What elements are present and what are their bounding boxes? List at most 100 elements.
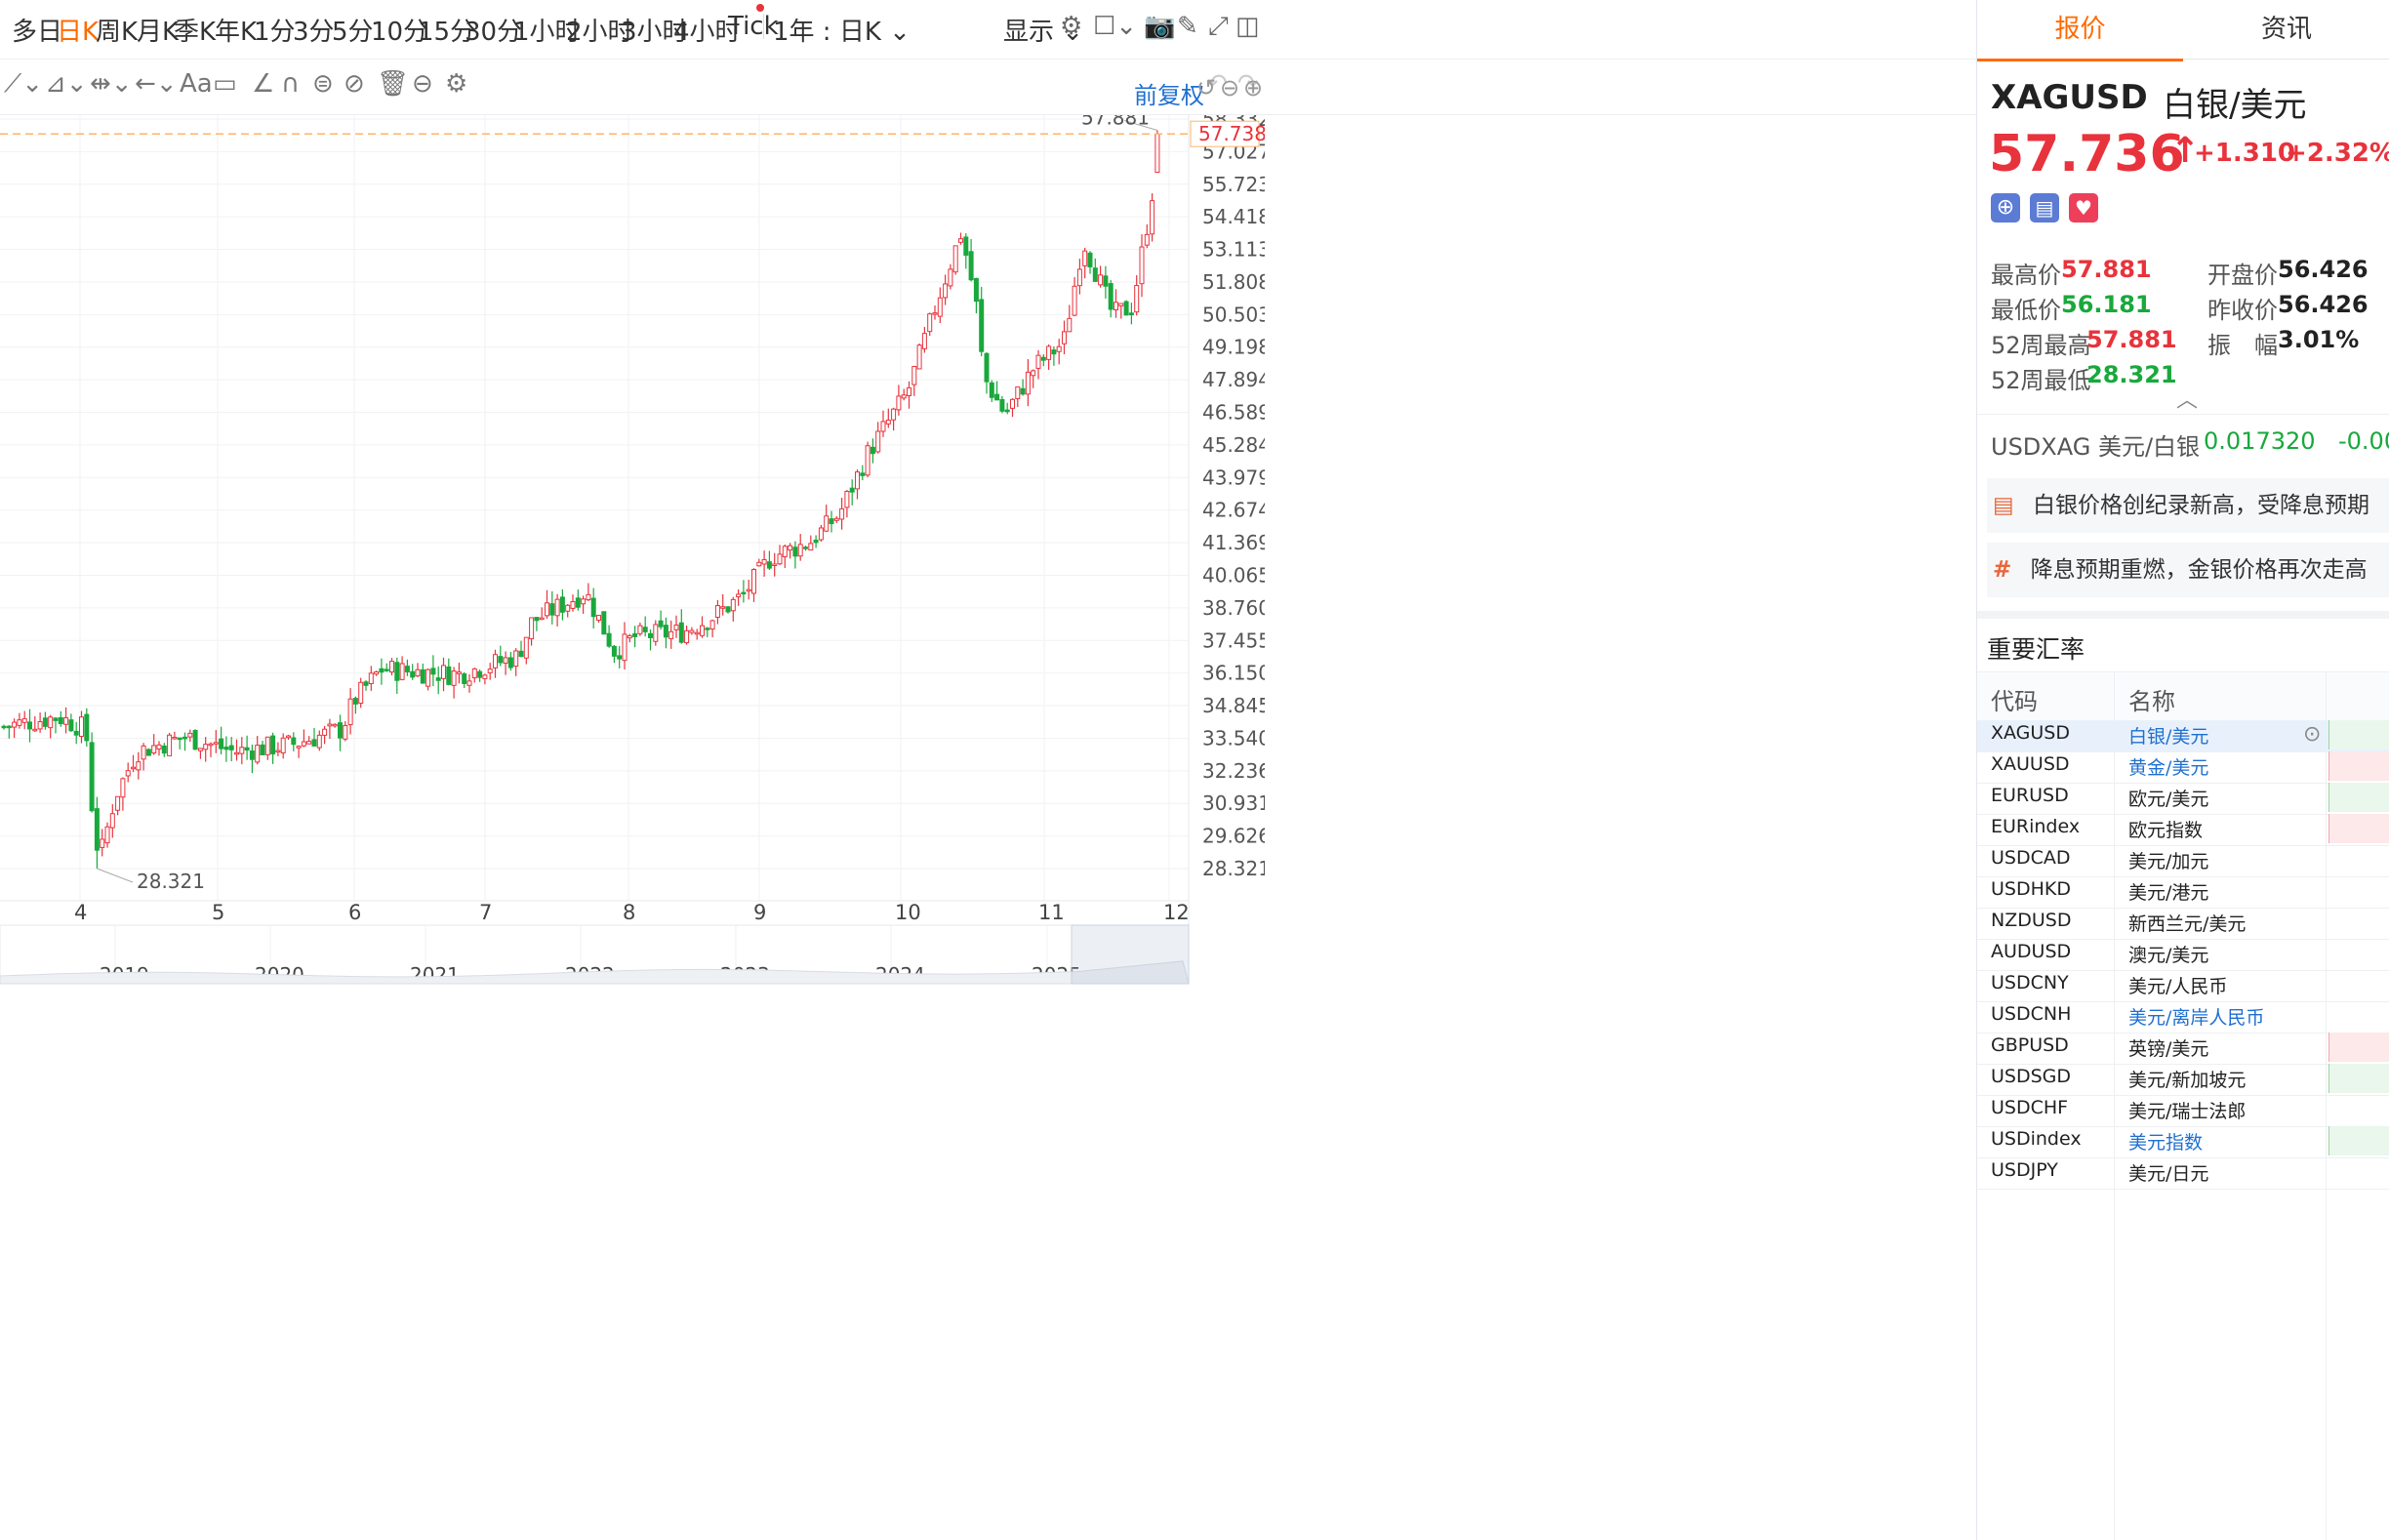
candle-body[interactable] — [632, 632, 638, 637]
period-tab-10[interactable]: 15分 — [418, 18, 476, 47]
magnet-icon[interactable]: ∩ — [281, 69, 301, 99]
candle-body[interactable] — [1128, 312, 1134, 316]
candle-body[interactable] — [545, 602, 549, 617]
rate-row[interactable]: USDSGD 美元/新加坡元 — [1977, 1064, 2389, 1096]
candle-body[interactable] — [255, 745, 261, 763]
rate-row[interactable]: USDCNY 美元/人民币 — [1977, 970, 2389, 1002]
candle-body[interactable] — [880, 421, 886, 432]
candle-body[interactable] — [529, 617, 535, 640]
candle-body[interactable] — [446, 666, 452, 685]
candle-body[interactable] — [1134, 285, 1140, 313]
candle-body[interactable] — [963, 236, 969, 256]
rate-row[interactable]: USDHKD 美元/港元 — [1977, 876, 2389, 909]
toolbar-settings-icon[interactable]: ⚙ — [445, 69, 468, 99]
candle-body[interactable] — [875, 430, 881, 453]
rate-row[interactable]: USDCNH 美元/离岸人民币 — [1977, 1001, 2389, 1033]
candle-body[interactable] — [937, 297, 943, 317]
candle-body[interactable] — [958, 238, 963, 243]
candle-body[interactable] — [1076, 268, 1082, 287]
tab-quote[interactable]: 报价 — [1977, 0, 2183, 61]
candle-body[interactable] — [736, 593, 742, 598]
candle-body[interactable] — [430, 668, 436, 675]
candle-body[interactable] — [1098, 274, 1104, 286]
candle-body[interactable] — [611, 645, 617, 657]
candle-body[interactable] — [451, 670, 457, 686]
candle-body[interactable] — [358, 681, 364, 705]
rate-name[interactable]: 黄金/美元 — [2128, 757, 2209, 779]
candle-body[interactable] — [601, 611, 607, 635]
candle-body[interactable] — [374, 671, 380, 675]
rate-row[interactable]: GBPUSD 英镑/美元 — [1977, 1033, 2389, 1065]
candle-body[interactable] — [916, 344, 922, 370]
candle-body[interactable] — [21, 717, 27, 723]
candlestick-chart[interactable]: 58.33257.02755.72354.41853.11351.80850.5… — [0, 115, 1265, 1540]
zoom-in-icon[interactable]: ⊕ — [1243, 74, 1264, 101]
rate-name[interactable]: 白银/美元 — [2128, 726, 2209, 748]
candle-body[interactable] — [627, 634, 632, 639]
rate-row[interactable]: XAGUSD 白银/美元 ⊙ — [1977, 720, 2389, 752]
candle-body[interactable] — [1020, 387, 1026, 395]
candle-body[interactable] — [208, 743, 214, 747]
camera-icon[interactable]: 📷 — [1144, 12, 1176, 41]
candle-body[interactable] — [493, 654, 498, 669]
candle-body[interactable] — [746, 588, 751, 592]
candle-body[interactable] — [1, 725, 7, 729]
redo-icon[interactable]: ↷ — [1237, 69, 1259, 99]
tab-news[interactable]: 资讯 — [2183, 0, 2389, 60]
globe-icon[interactable]: ⊕ — [1991, 193, 2020, 223]
candle-body[interactable] — [48, 716, 54, 729]
candle-body[interactable] — [994, 393, 1000, 401]
candle-body[interactable] — [581, 598, 587, 605]
candle-body[interactable] — [1040, 356, 1046, 361]
candle-body[interactable] — [658, 620, 664, 628]
period-tab-9[interactable]: 10分 — [371, 18, 429, 47]
candle-body[interactable] — [523, 636, 529, 659]
candle-body[interactable] — [984, 352, 990, 383]
news-item[interactable]: # 降息预期重燃，金银价格再次走高 — [1987, 543, 2389, 597]
candle-body[interactable] — [907, 386, 911, 396]
rate-row[interactable]: USDindex 美元指数 — [1977, 1126, 2389, 1158]
candle-body[interactable] — [829, 518, 834, 525]
candle-body[interactable] — [27, 721, 32, 730]
period-tab-7[interactable]: 3分 — [293, 18, 335, 47]
candle-body[interactable] — [42, 717, 48, 727]
candle-body[interactable] — [503, 657, 508, 664]
candle-body[interactable] — [606, 632, 612, 647]
watch-eye-icon[interactable]: ⊙ — [2303, 722, 2322, 747]
candle-body[interactable] — [570, 601, 576, 609]
candle-body[interactable] — [379, 668, 385, 673]
candle-body[interactable] — [565, 604, 571, 612]
candle-body[interactable] — [1035, 354, 1041, 369]
candle-body[interactable] — [12, 721, 18, 728]
candle-body[interactable] — [870, 446, 875, 455]
candle-body[interactable] — [792, 547, 798, 557]
candle-body[interactable] — [125, 770, 131, 777]
candle-body[interactable] — [714, 605, 720, 618]
period-tab-8[interactable]: 5分 — [332, 18, 374, 47]
candle-body[interactable] — [327, 723, 333, 727]
candle-body[interactable] — [513, 650, 519, 668]
candle-body[interactable] — [700, 625, 705, 636]
candle-body[interactable] — [617, 655, 623, 660]
period-tab-4[interactable]: 季K — [174, 18, 217, 47]
candle-body[interactable] — [1015, 385, 1021, 400]
candle-body[interactable] — [466, 680, 472, 686]
candle-body[interactable] — [782, 546, 788, 557]
candle-body[interactable] — [197, 748, 203, 751]
adjust-mode-label[interactable]: 前复权 — [1134, 82, 1204, 109]
candle-body[interactable] — [264, 736, 270, 755]
candle-body[interactable] — [952, 245, 958, 273]
panel-toggle-icon[interactable]: ◫ — [1235, 12, 1260, 41]
candle-body[interactable] — [343, 724, 348, 740]
candle-body[interactable] — [435, 677, 441, 681]
candle-body[interactable] — [720, 606, 726, 609]
candle-body[interactable] — [642, 627, 648, 632]
candle-body[interactable] — [109, 813, 115, 829]
candle-body[interactable] — [813, 539, 819, 544]
undo-icon[interactable]: ↶ — [1206, 69, 1228, 99]
candle-body[interactable] — [498, 656, 504, 664]
candle-body[interactable] — [797, 544, 803, 557]
notes-icon[interactable]: ▤ — [2030, 193, 2059, 223]
candle-body[interactable] — [471, 668, 477, 678]
candle-body[interactable] — [239, 747, 245, 754]
